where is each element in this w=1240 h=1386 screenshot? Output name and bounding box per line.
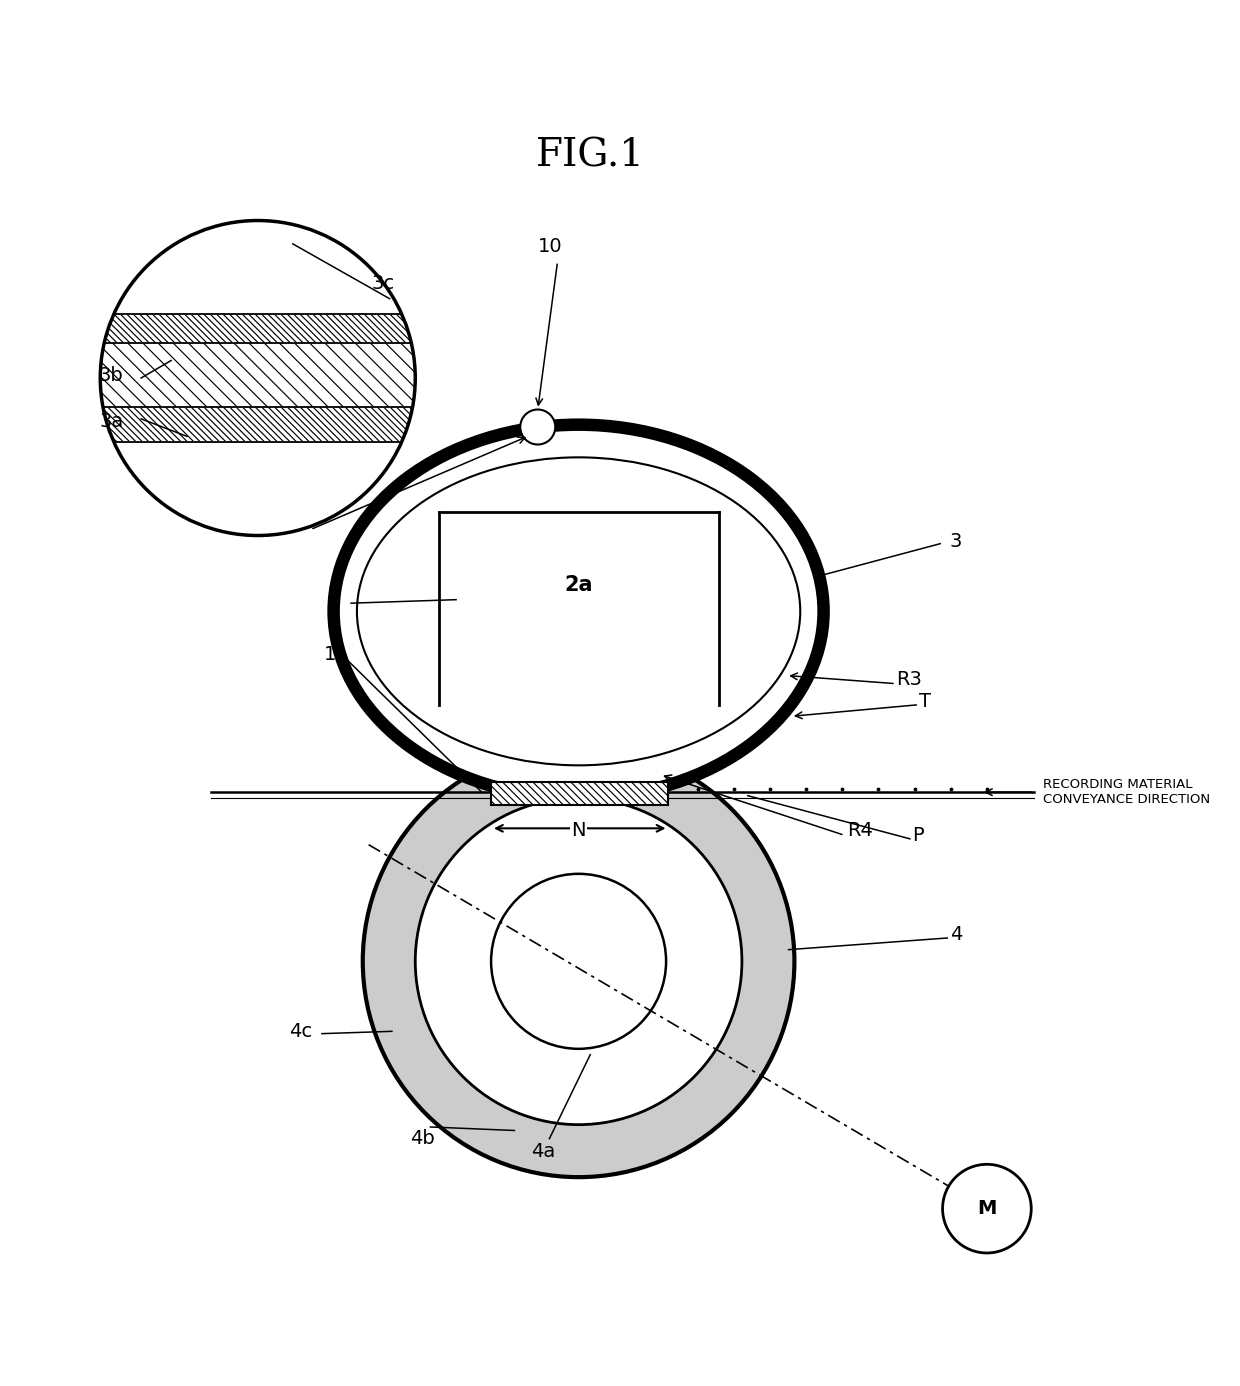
Polygon shape [100, 220, 415, 378]
Text: 2: 2 [329, 590, 341, 610]
Polygon shape [100, 378, 415, 535]
Circle shape [363, 746, 795, 1177]
Text: R3: R3 [897, 669, 921, 689]
Text: P: P [913, 826, 924, 845]
Text: R4: R4 [847, 821, 873, 840]
Text: 3: 3 [950, 532, 962, 550]
Circle shape [521, 409, 556, 445]
Text: 4a: 4a [532, 1142, 556, 1161]
Bar [491, 782, 668, 805]
Text: RECORDING MATERIAL
CONVEYANCE DIRECTION: RECORDING MATERIAL CONVEYANCE DIRECTION [1043, 778, 1210, 807]
Circle shape [491, 873, 666, 1049]
Text: 4c: 4c [289, 1021, 312, 1041]
Text: 3b: 3b [99, 366, 124, 385]
Text: 4b: 4b [410, 1130, 435, 1149]
Text: 3a: 3a [99, 412, 124, 431]
Circle shape [100, 220, 415, 535]
Text: 10: 10 [538, 237, 563, 255]
Text: M: M [977, 1199, 997, 1218]
Circle shape [942, 1164, 1032, 1253]
Text: 3c: 3c [371, 274, 394, 292]
Text: 1: 1 [324, 644, 336, 664]
Ellipse shape [334, 424, 823, 798]
Text: N: N [572, 821, 585, 840]
Text: FIG.1: FIG.1 [536, 137, 645, 175]
Text: 2a: 2a [564, 575, 593, 595]
Circle shape [415, 798, 742, 1124]
Text: T: T [919, 692, 931, 711]
Text: 4: 4 [950, 924, 962, 944]
